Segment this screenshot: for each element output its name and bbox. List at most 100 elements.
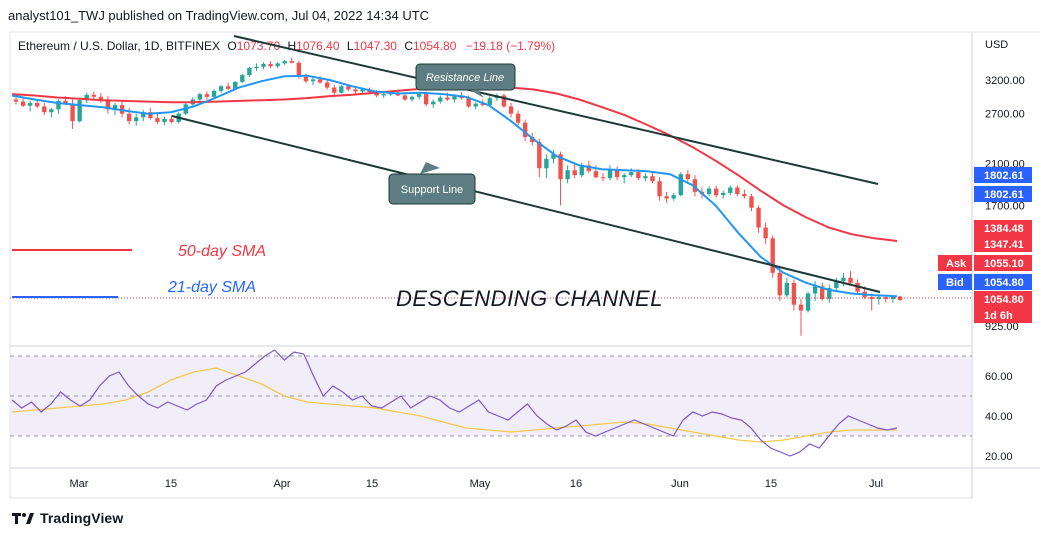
sma50-legend: 50-day SMA <box>12 243 266 260</box>
candle <box>20 98 26 108</box>
candle-body <box>346 86 351 90</box>
channel-title: DESCENDING CHANNEL <box>396 286 663 311</box>
candle-body <box>728 187 733 193</box>
price-tag-box <box>974 307 1032 323</box>
x-tick-label: Jun <box>671 478 689 490</box>
candle-body <box>742 194 747 197</box>
candle <box>756 205 761 233</box>
candle-body <box>332 87 337 93</box>
candle <box>834 277 839 292</box>
candle <box>508 102 514 118</box>
price-tag-name: Bid <box>946 277 964 289</box>
price-tag-name: Ask <box>946 258 967 270</box>
candle <box>671 192 676 201</box>
candle-body <box>388 93 394 95</box>
candle-body <box>572 170 577 176</box>
sma21-legend: 21-day SMA <box>12 279 256 298</box>
candle-body <box>27 102 33 106</box>
price-tag: 1054.80 <box>974 291 1032 307</box>
candle <box>105 96 111 114</box>
candle <box>169 115 174 124</box>
y-tick-label: 1700.00 <box>985 200 1025 212</box>
candle-body <box>756 207 761 228</box>
svg-text:21-day SMA: 21-day SMA <box>167 279 256 296</box>
candle <box>204 91 210 100</box>
candle-body <box>473 103 478 107</box>
candle-body <box>452 96 457 100</box>
tradingview-logo-icon <box>12 513 34 524</box>
price-tag-marker <box>938 255 972 271</box>
price-tag-value: 1802.61 <box>984 170 1024 182</box>
price-tag-box <box>974 255 1032 271</box>
candle-body <box>657 181 662 197</box>
candle-body <box>820 286 825 299</box>
candle-body <box>13 99 19 102</box>
candle <box>211 89 217 99</box>
x-tick-label: 15 <box>165 478 177 490</box>
candle <box>268 61 273 68</box>
candle-body <box>353 89 358 92</box>
price-tag-value: 1054.80 <box>984 294 1024 306</box>
candle <box>27 100 33 112</box>
candle-body <box>91 94 96 97</box>
candle-body <box>268 63 273 67</box>
candle-body <box>134 117 139 122</box>
candle-body <box>296 62 302 77</box>
candle-body <box>84 94 89 101</box>
price-tag: 1802.61 <box>974 186 1032 202</box>
candle <box>728 185 733 196</box>
rsi-pane <box>10 349 972 457</box>
candle <box>614 166 620 181</box>
candle-body <box>225 86 231 89</box>
y-tick-label: 3200.00 <box>985 75 1025 87</box>
candle <box>558 151 563 206</box>
candle-body <box>416 94 422 97</box>
candle-body <box>197 94 203 100</box>
candle-body <box>169 118 174 122</box>
candle-body <box>537 142 542 169</box>
candle-body <box>211 90 217 97</box>
candle <box>742 189 747 199</box>
footer: TradingView <box>12 508 123 528</box>
x-tick-label: Jul <box>869 478 883 490</box>
candle-body <box>35 102 40 107</box>
candle-body <box>289 61 295 63</box>
candle-body <box>445 97 450 100</box>
candle-body <box>240 75 245 82</box>
price-tag-box <box>974 167 1032 183</box>
rsi-tick-label: 60.00 <box>985 371 1013 383</box>
candle <box>247 66 252 77</box>
candle-body <box>522 122 528 138</box>
price-chart[interactable]: Ethereum / U.S. Dollar, 1D, BITFINEX O10… <box>0 24 1049 524</box>
candle-body <box>431 101 436 105</box>
candle <box>35 99 40 108</box>
footer-brand: TradingView <box>40 510 124 526</box>
candle-body <box>254 66 259 68</box>
candle <box>91 91 96 100</box>
candle <box>84 92 89 103</box>
resistance-callout: Resistance Line <box>415 63 516 98</box>
price-tag: 1802.61 <box>974 167 1032 183</box>
candle-body <box>324 82 330 88</box>
candle-body <box>162 118 167 122</box>
rsi-axis-ticks: 60.00 40.00 20.00 <box>985 371 1013 463</box>
candle-body <box>247 67 252 76</box>
candle-body <box>706 188 712 195</box>
candle-body <box>777 272 782 296</box>
candle-body <box>360 89 365 92</box>
candle-body <box>897 296 903 300</box>
candle-body <box>593 171 599 178</box>
candle-body <box>381 94 386 96</box>
candle <box>650 172 655 184</box>
candle-body <box>883 297 889 299</box>
price-tag-box <box>974 186 1032 202</box>
candle-body <box>261 63 266 67</box>
symbol-info: Ethereum / U.S. Dollar, 1D, BITFINEX O10… <box>18 39 555 53</box>
candle <box>551 149 556 164</box>
candle-body <box>671 195 676 199</box>
candle-body <box>685 174 691 180</box>
candle-body <box>310 79 316 82</box>
price-tag: 1d 6h <box>974 307 1032 323</box>
candle <box>827 284 832 303</box>
svg-text:Resistance Line: Resistance Line <box>426 72 504 84</box>
